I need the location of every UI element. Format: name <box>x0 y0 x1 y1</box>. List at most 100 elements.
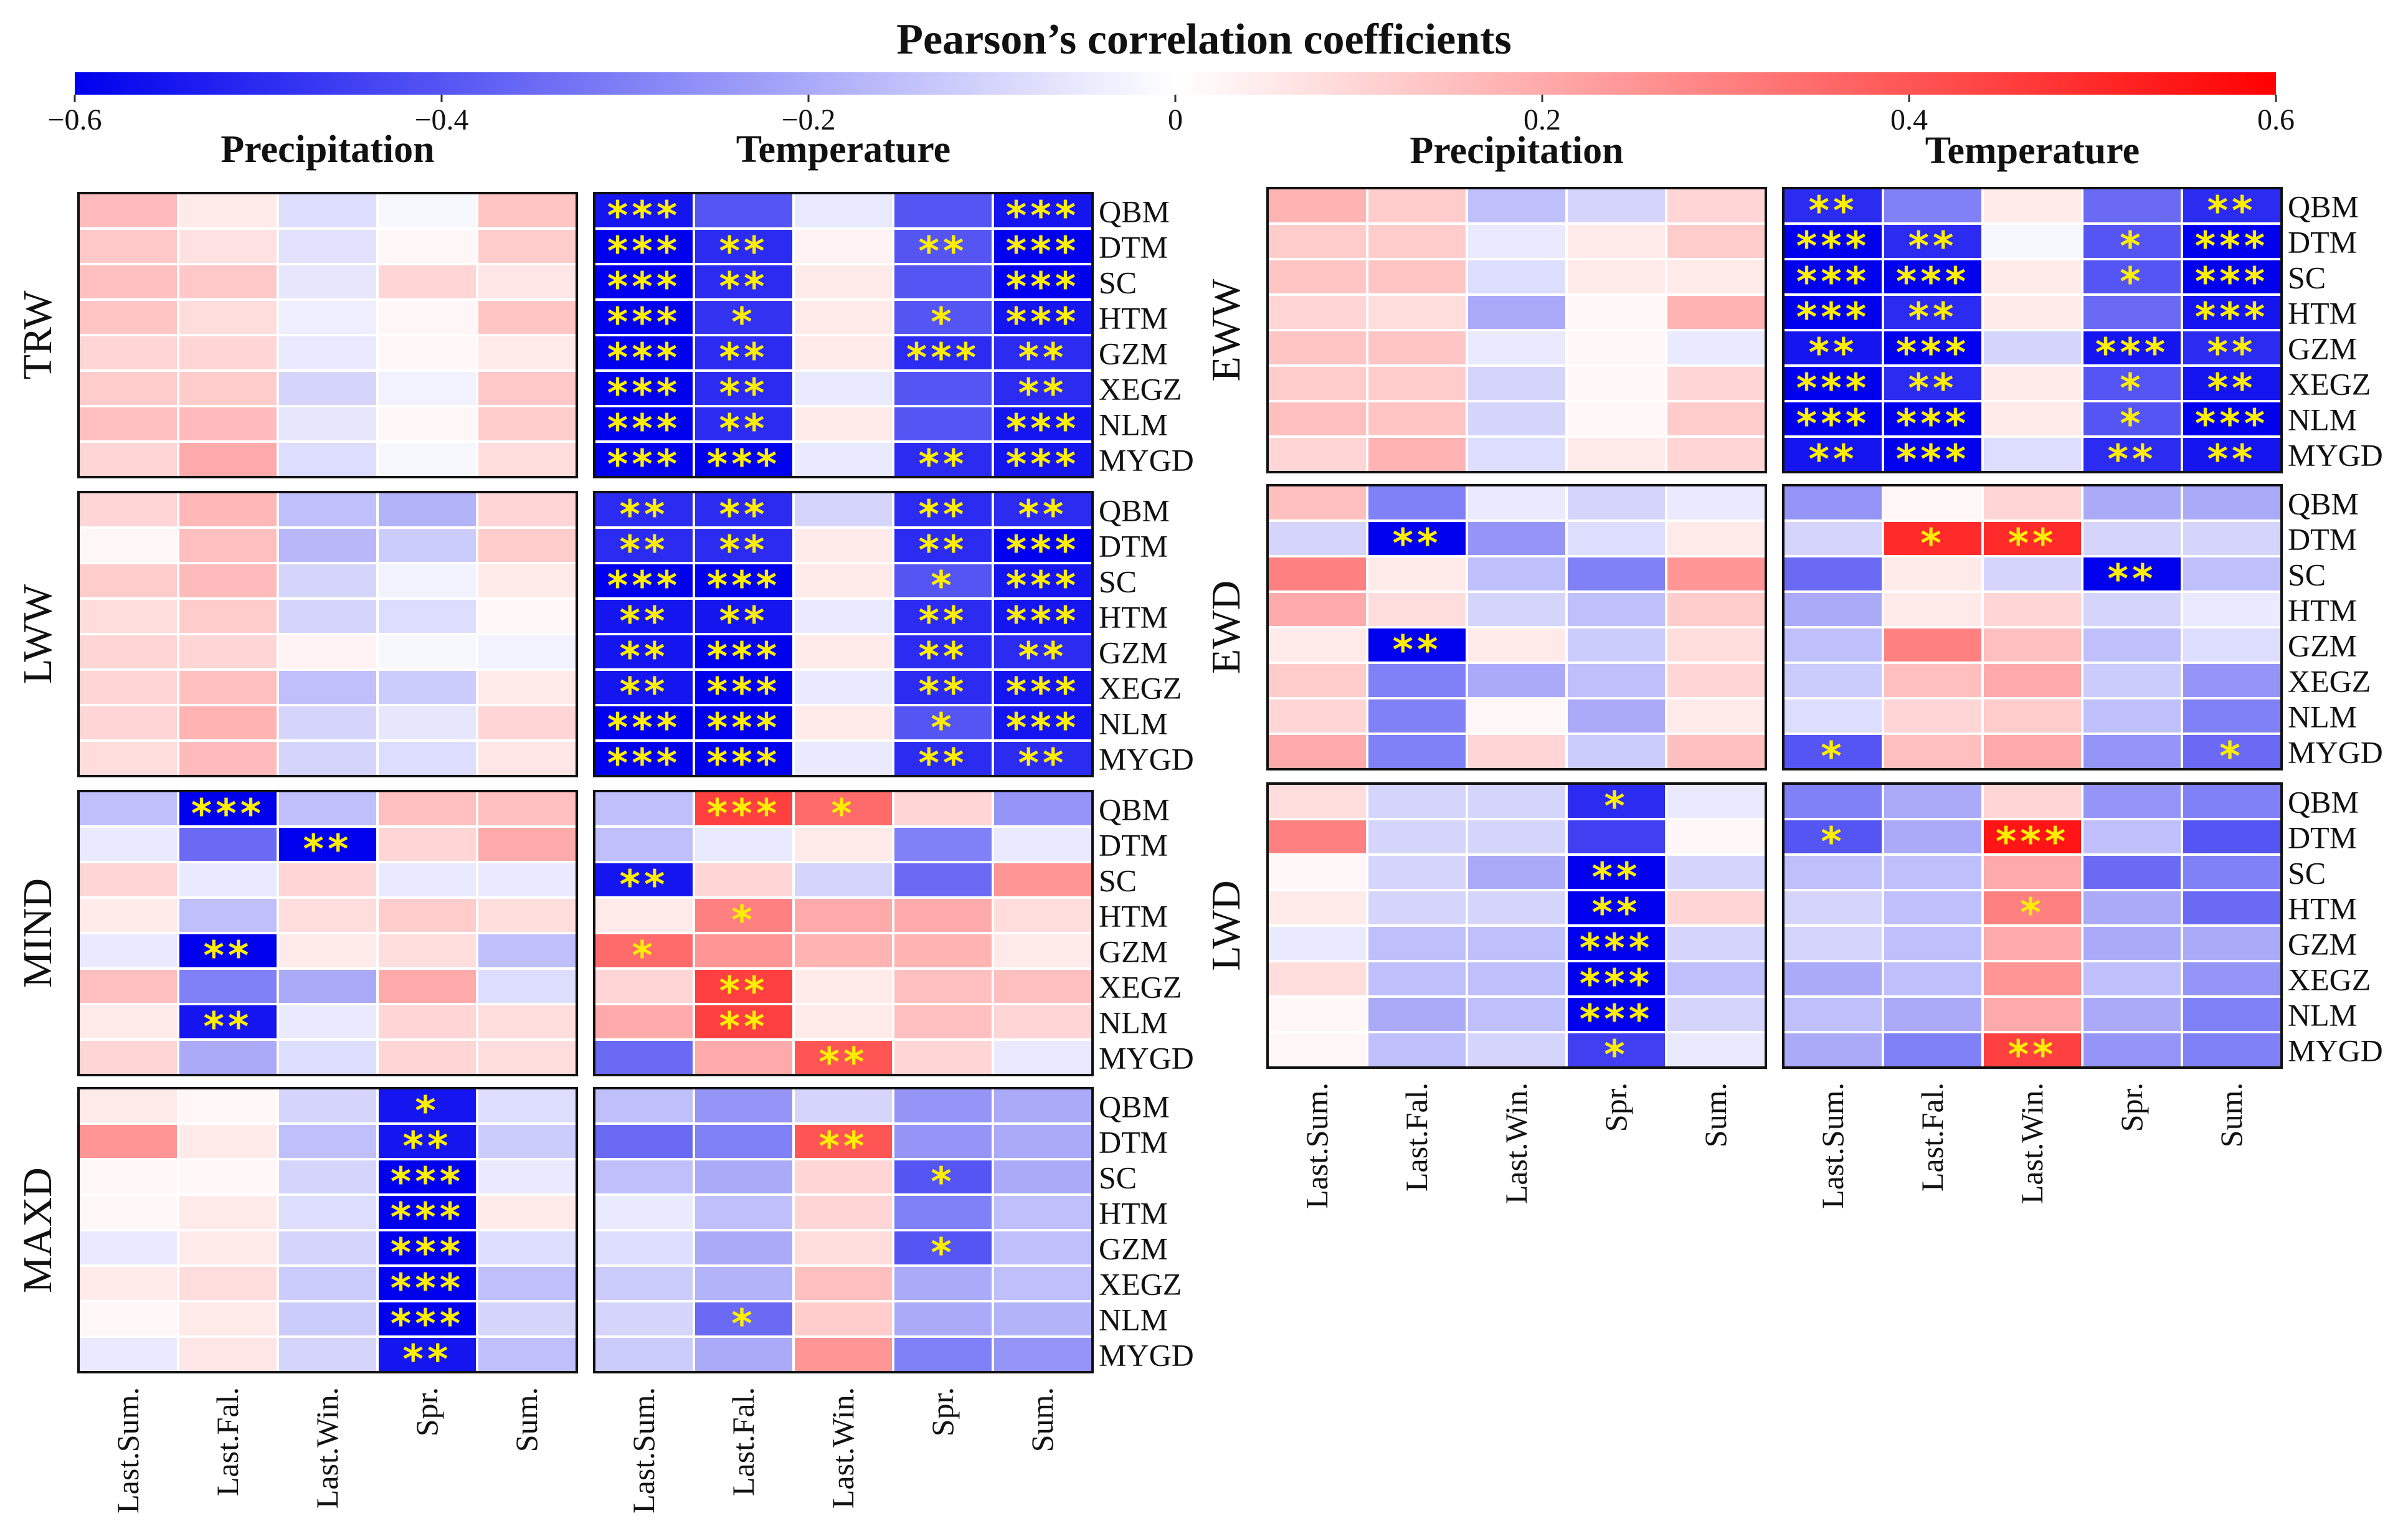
column-label: Spr. <box>925 1387 960 1436</box>
heatmap-cell <box>77 1335 179 1373</box>
panel-frame <box>593 491 1094 777</box>
heatmap-cell <box>177 263 279 301</box>
heatmap-cell <box>476 1264 578 1302</box>
heatmap-cell <box>1882 818 1984 856</box>
heatmap-cell <box>892 967 994 1005</box>
heatmap-cell <box>1565 519 1667 557</box>
heatmap-cell <box>593 298 695 336</box>
heatmap-cell <box>1366 187 1468 225</box>
temperature-panel: ******* <box>1782 484 2283 780</box>
heatmap-cell <box>1565 732 1667 770</box>
heatmap-cell <box>1366 222 1468 260</box>
heatmap-panels: Precipitation Temperature Precipitation Tem… <box>15 128 2383 1514</box>
heatmap-cell <box>1882 732 1984 770</box>
significance-marker: ** <box>1809 437 1858 483</box>
heatmap-cell <box>177 633 279 671</box>
site-label: GZM <box>1099 934 1168 969</box>
heatmap-cell <box>177 440 279 478</box>
significance-marker: ** <box>403 1337 452 1383</box>
column-label: Spr. <box>2114 1083 2149 1132</box>
heatmap-cell <box>77 1264 179 1302</box>
heatmap-cell <box>792 704 894 742</box>
heatmap-cell <box>1466 960 1568 998</box>
heatmap-cell <box>1266 258 1368 296</box>
heatmap-cell <box>177 1300 279 1338</box>
heatmap-cell <box>1882 889 1984 927</box>
heatmap-cell <box>2081 519 2183 557</box>
heatmap-cell <box>1565 222 1667 260</box>
heatmap-cell <box>693 597 795 635</box>
heatmap-cell <box>77 263 179 301</box>
heatmap-cell <box>693 1122 795 1160</box>
site-label: DTM <box>1099 529 1168 564</box>
heatmap-cell <box>1665 519 1767 557</box>
heatmap-cell <box>1981 782 2083 820</box>
heatmap-cell <box>693 932 795 970</box>
heatmap-cell <box>77 298 179 336</box>
heatmap-cell <box>376 369 478 407</box>
heatmap-cell <box>476 405 578 443</box>
heatmap-cell <box>177 1264 279 1302</box>
heatmap-cell <box>177 526 279 564</box>
heatmap-cell <box>1266 732 1368 770</box>
heatmap-cell <box>2181 995 2283 1033</box>
column-label: Sum. <box>1025 1387 1059 1452</box>
heatmap-cell <box>992 597 1094 635</box>
heatmap-cell <box>593 739 695 777</box>
precipitation-panel: ******************** <box>77 1087 578 1383</box>
heatmap-cell <box>476 369 578 407</box>
site-label: QBM <box>2288 486 2359 521</box>
column-label: Last.Sum. <box>626 1387 661 1514</box>
site-label: XEGZ <box>1099 372 1182 407</box>
heatmap-cell <box>892 1300 994 1338</box>
heatmap-cell <box>1366 400 1468 438</box>
heatmap-cell <box>376 633 478 671</box>
heatmap-cell <box>1882 853 1984 891</box>
heatmap-cell <box>1882 626 1984 664</box>
heatmap-cell <box>376 227 478 265</box>
heatmap-cell <box>177 334 279 372</box>
heatmap-cell <box>77 334 179 372</box>
heatmap-cell <box>177 739 279 777</box>
heatmap-cell <box>1266 889 1368 927</box>
heatmap-cell <box>593 790 695 828</box>
heatmap-cell <box>2181 818 2283 856</box>
heatmap-cell <box>77 825 179 863</box>
heatmap-cell <box>476 967 578 1005</box>
heatmap-cell <box>992 1264 1094 1302</box>
heatmap-cell <box>1665 818 1767 856</box>
heatmap-cell <box>693 369 795 407</box>
heatmap-cell <box>1266 697 1368 735</box>
heatmap-cell <box>277 861 379 899</box>
site-label: XEGZ <box>2288 367 2371 402</box>
heatmap-cell <box>892 790 994 828</box>
heatmap-cell <box>77 790 179 828</box>
heatmap-cell <box>992 1003 1094 1041</box>
site-label: XEGZ <box>1099 671 1182 706</box>
heatmap-cell <box>476 227 578 265</box>
heatmap-cell <box>1466 519 1568 557</box>
heatmap-cell <box>792 369 894 407</box>
heatmap-cell <box>77 1038 179 1076</box>
precipitation-panel: *************** <box>1266 782 1767 1079</box>
heatmap-cell <box>376 861 478 899</box>
heatmap-cell <box>693 1264 795 1302</box>
heatmap-cell <box>892 825 994 863</box>
heatmap-cell <box>2181 782 2283 820</box>
heatmap-cell <box>277 932 379 970</box>
heatmap-cell <box>1665 889 1767 927</box>
heatmap-cell <box>1366 435 1468 473</box>
heatmap-cell <box>792 825 894 863</box>
heatmap-cell <box>593 1229 695 1267</box>
column-label: Last.Fal. <box>210 1387 245 1496</box>
heatmap-cell <box>1266 960 1368 998</box>
heatmap-cell <box>77 739 179 777</box>
heatmap-cell <box>277 597 379 635</box>
heatmap-cell <box>1466 732 1568 770</box>
heatmap-cell <box>1266 661 1368 699</box>
heatmap-cell <box>177 825 279 863</box>
heatmap-cell <box>2081 732 2183 770</box>
precipitation-panel <box>77 192 578 478</box>
index-label: LWD <box>1203 880 1249 970</box>
colorbar-ticks: −0.6 −0.4 −0.2 0 0.2 0.4 0.6 <box>47 95 2295 136</box>
